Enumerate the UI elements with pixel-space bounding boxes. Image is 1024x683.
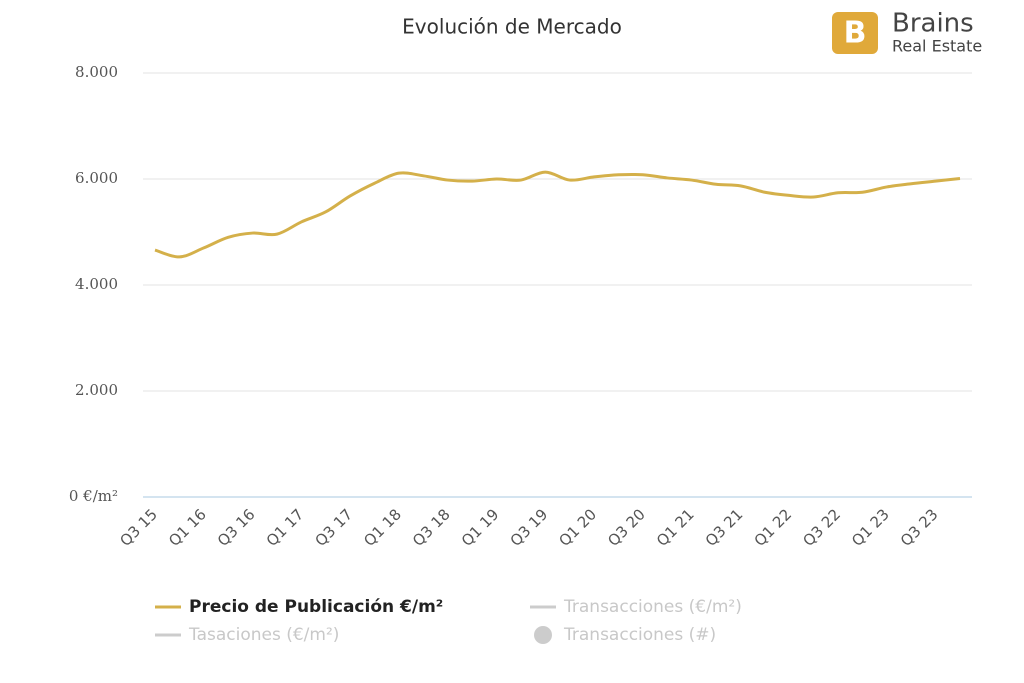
x-tick-label: Q1 16: [165, 505, 210, 550]
x-tick-label: Q1 20: [555, 505, 600, 550]
y-tick-label: 2.000: [75, 381, 118, 399]
x-tick-label: Q3 23: [897, 505, 942, 550]
x-tick-label: Q3 22: [799, 505, 844, 550]
x-tick-label: Q3 15: [116, 505, 161, 550]
x-tick-label: Q3 16: [214, 505, 259, 550]
legend-label: Transacciones (€/m²): [563, 597, 742, 617]
x-tick-label: Q1 23: [848, 505, 893, 550]
y-tick-label: 0 €/m²: [69, 487, 118, 505]
logo-icon: [832, 12, 878, 54]
legend-label: Tasaciones (€/m²): [188, 625, 339, 645]
x-tick-label: Q1 19: [458, 505, 503, 550]
logo: B Brains Real Estate: [832, 9, 982, 56]
x-tick-label: Q1 21: [653, 505, 698, 550]
legend-marker: [534, 626, 552, 644]
x-tick-label: Q3 21: [702, 505, 747, 550]
logo-letter: B: [844, 16, 867, 51]
x-tick-label: Q3 19: [507, 505, 552, 550]
y-tick-label: 8.000: [75, 63, 118, 81]
chart-title: Evolución de Mercado: [402, 15, 622, 39]
x-tick-label: Q3 18: [409, 505, 454, 550]
x-tick-label: Q1 22: [751, 505, 796, 550]
logo-tagline: Real Estate: [892, 37, 982, 56]
x-tick-label: Q3 17: [311, 505, 356, 550]
x-tick-label: Q3 20: [604, 505, 649, 550]
line: [154, 170, 961, 259]
x-tick-label: Q1 18: [360, 505, 405, 550]
y-tick-label: 6.000: [75, 169, 118, 187]
legend-label: Transacciones (#): [563, 625, 716, 645]
legend-label: Precio de Publicación €/m²: [189, 597, 443, 617]
logo-name: Brains: [892, 9, 974, 39]
x-tick-label: Q1 17: [263, 505, 308, 550]
y-tick-label: 4.000: [75, 275, 118, 293]
